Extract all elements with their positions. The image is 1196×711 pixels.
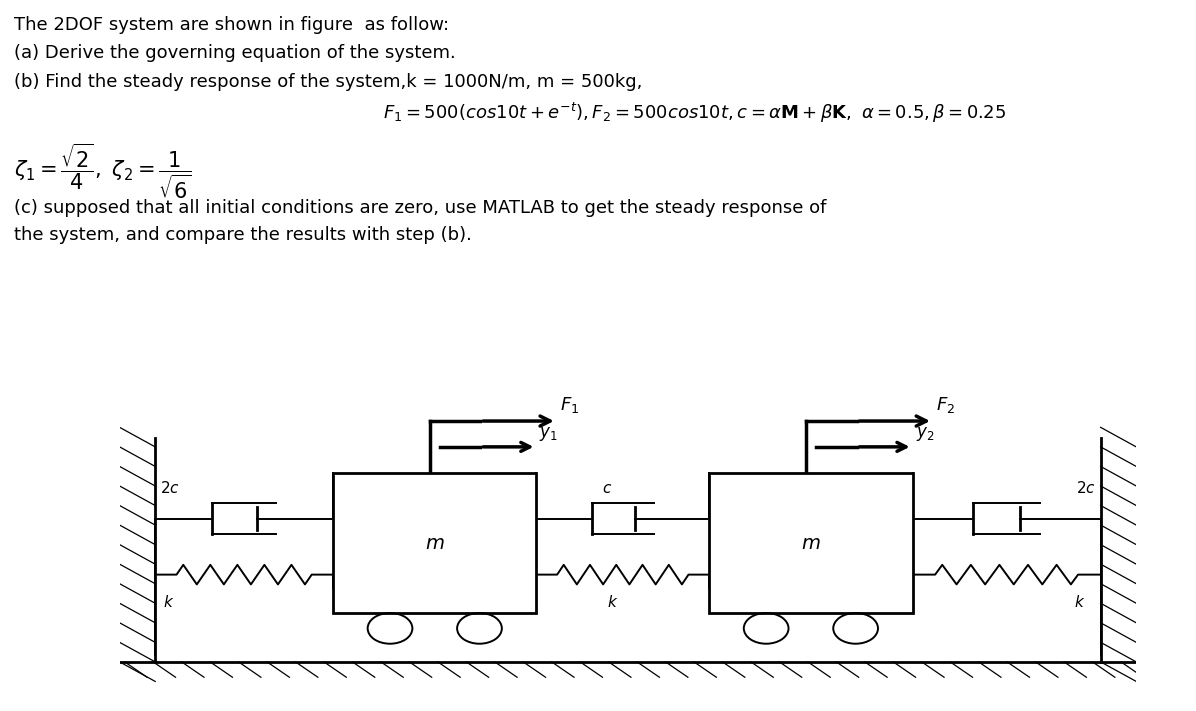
Text: $k$: $k$ [1074, 594, 1086, 610]
Text: $F_1$: $F_1$ [560, 395, 579, 415]
Text: $F_1 = 500(cos10t + e^{-t}), F_2 = 500cos10t, c = \alpha\mathbf{M} + \beta\mathb: $F_1 = 500(cos10t + e^{-t}), F_2 = 500co… [383, 101, 1006, 125]
Text: $\zeta_1 = \dfrac{\sqrt{2}}{4},\ \zeta_2 = \dfrac{1}{\sqrt{6}}$: $\zeta_1 = \dfrac{\sqrt{2}}{4},\ \zeta_2… [14, 142, 193, 201]
Text: $y_1$: $y_1$ [539, 424, 559, 443]
Text: the system, and compare the results with step (b).: the system, and compare the results with… [14, 226, 472, 244]
Text: $2c$: $2c$ [160, 481, 181, 496]
Text: $2c$: $2c$ [1075, 481, 1096, 496]
Text: $k$: $k$ [164, 594, 175, 610]
Text: $m$: $m$ [425, 534, 445, 552]
Text: $m$: $m$ [801, 534, 820, 552]
Bar [332, 474, 536, 613]
Text: $c$: $c$ [603, 481, 612, 496]
Text: $F_2$: $F_2$ [936, 395, 956, 415]
Text: (c) supposed that all initial conditions are zero, use MATLAB to get the steady : (c) supposed that all initial conditions… [14, 199, 826, 217]
Text: (a) Derive the governing equation of the system.: (a) Derive the governing equation of the… [14, 44, 456, 62]
Text: $y_2$: $y_2$ [916, 424, 934, 443]
Text: The 2DOF system are shown in figure  as follow:: The 2DOF system are shown in figure as f… [14, 16, 450, 33]
Bar [709, 474, 913, 613]
Text: $k$: $k$ [608, 594, 618, 610]
Text: (b) Find the steady response of the system,k = 1000N/m, m = 500kg,: (b) Find the steady response of the syst… [14, 73, 642, 90]
